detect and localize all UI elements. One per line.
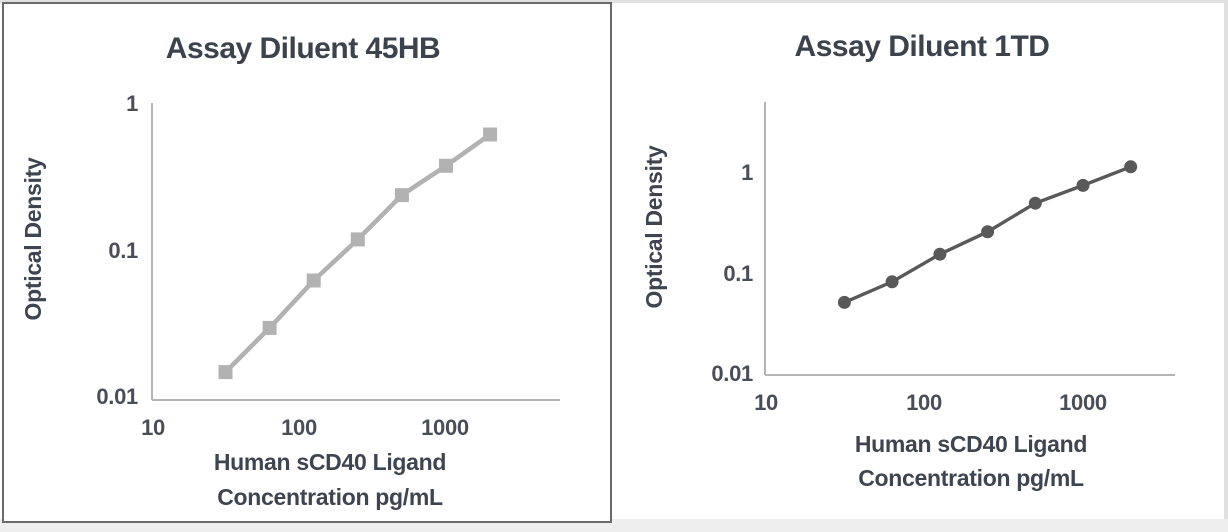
y-axis-title: Optical Density (641, 145, 667, 308)
data-point-marker (394, 188, 409, 203)
data-point-marker (439, 158, 453, 173)
x-tick-label: 10 (754, 390, 778, 415)
y-axis-title: Optical Density (20, 157, 46, 320)
chart-title: Assay Diluent 45HB (166, 32, 440, 65)
x-tick-label: 100 (906, 390, 942, 415)
data-point-marker (1124, 160, 1138, 174)
page-top-border (0, 0, 1228, 3)
x-axis-title-line1: Human sCD40 Ligand (214, 449, 446, 475)
data-point-marker (885, 275, 899, 289)
page-right-border (1224, 0, 1228, 532)
y-tick-label: 1 (741, 160, 753, 185)
y-tick-label: 0.1 (108, 238, 138, 263)
data-point-marker (981, 225, 995, 239)
data-point-marker (1076, 178, 1090, 192)
chart-assay-diluent-1td: Assay Diluent 1TD 1 0.1 0.01 10 100 1000… (641, 30, 1175, 491)
left-chart-panel-border (2, 2, 612, 523)
y-tick-label: 0.1 (723, 261, 753, 286)
data-point-marker (306, 273, 321, 288)
x-axis-title-line2: Concentration pg/mL (858, 465, 1084, 491)
x-axis-title-line1: Human sCD40 Ligand (855, 431, 1087, 457)
y-tick-label: 0.01 (711, 361, 753, 386)
data-point-marker (262, 320, 277, 335)
x-tick-label: 1000 (1059, 390, 1107, 415)
x-tick-label: 1000 (421, 415, 469, 440)
x-axis-title-line2: Concentration pg/mL (217, 484, 443, 510)
x-tick-label: 100 (281, 415, 317, 440)
chart-assay-diluent-45hb: Assay Diluent 45HB 1 0.1 0.01 10 100 100… (20, 32, 560, 510)
chart-title: Assay Diluent 1TD (795, 30, 1050, 63)
data-point-marker (350, 232, 365, 247)
y-tick-label: 0.01 (96, 384, 138, 409)
y-tick-label: 1 (126, 91, 138, 116)
data-point-marker (218, 365, 233, 380)
data-point-marker (483, 127, 498, 142)
data-point-marker (1028, 196, 1042, 210)
data-point-marker (933, 247, 947, 261)
data-point-marker (837, 295, 851, 309)
series-45hb (218, 127, 498, 380)
x-tick-label: 10 (141, 415, 165, 440)
series-1td (837, 160, 1138, 309)
